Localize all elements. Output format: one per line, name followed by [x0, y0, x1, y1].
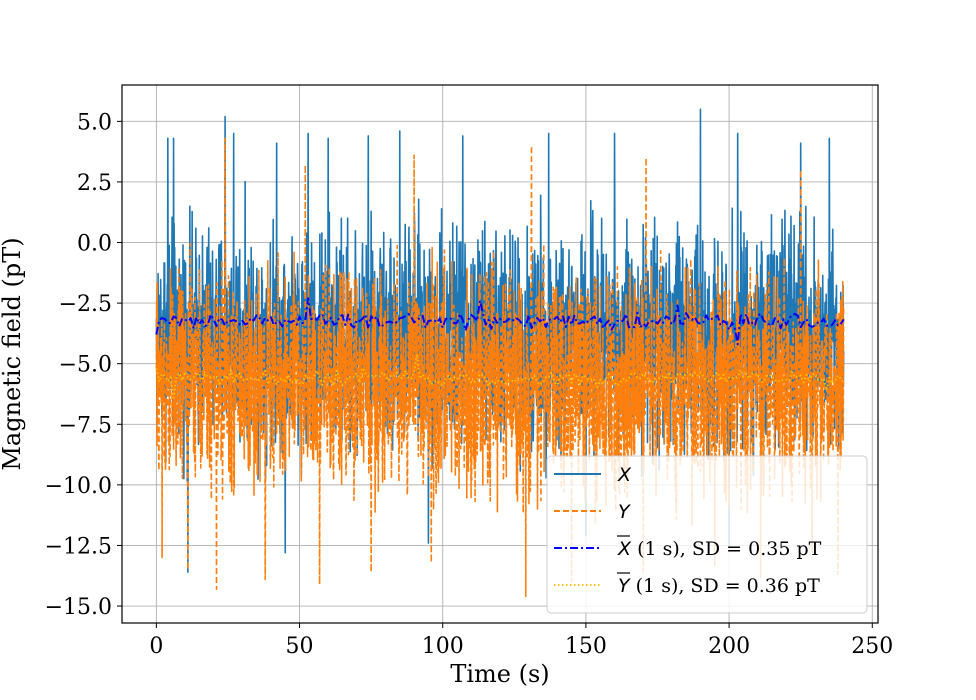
- x-tick-label: 150: [565, 634, 607, 659]
- y-tick-label: −2.5: [59, 292, 112, 317]
- legend: XY X (1 s), SD = 0.35 pT Y (1 s), SD = 0.3…: [546, 455, 868, 614]
- legend-label-y-bar: Y (1 s), SD = 0.36 pT: [618, 575, 820, 597]
- y-tick-label: −5.0: [59, 353, 112, 378]
- x-tick-label: 100: [422, 634, 464, 659]
- legend-label-x-bar: X (1 s), SD = 0.35 pT: [617, 538, 822, 560]
- legend-frame: [546, 455, 868, 614]
- y-tick-label: 5.0: [77, 110, 112, 135]
- x-tick-label: 200: [708, 634, 750, 659]
- x-tick-label: 250: [851, 634, 893, 659]
- series-line-y-bar: [155, 353, 845, 399]
- legend-label-y: Y: [618, 501, 631, 523]
- series-line-x-bar: [155, 297, 845, 346]
- x-tick-label: 0: [149, 634, 163, 659]
- y-tick-label: −10.0: [45, 474, 112, 499]
- y-axis-label: Magnetic field (pT): [0, 237, 26, 470]
- y-tick-label: −15.0: [45, 595, 112, 620]
- legend-label-x: X: [617, 464, 632, 486]
- series-line-y: [155, 137, 845, 598]
- plot-frame: [121, 84, 879, 624]
- y-tick-label: −12.5: [45, 534, 112, 559]
- y-tick-label: −7.5: [59, 413, 112, 438]
- x-tick-label: 50: [286, 634, 314, 659]
- ticks: 0 50 100 150 200 250 5.0 2.5 0.0 −2.5 −5.0 −7.5 −10.…: [45, 110, 894, 659]
- y-tick-label: 2.5: [77, 171, 112, 196]
- y-tick-label: 0.0: [77, 232, 112, 257]
- x-axis-label: Time (s): [450, 660, 549, 688]
